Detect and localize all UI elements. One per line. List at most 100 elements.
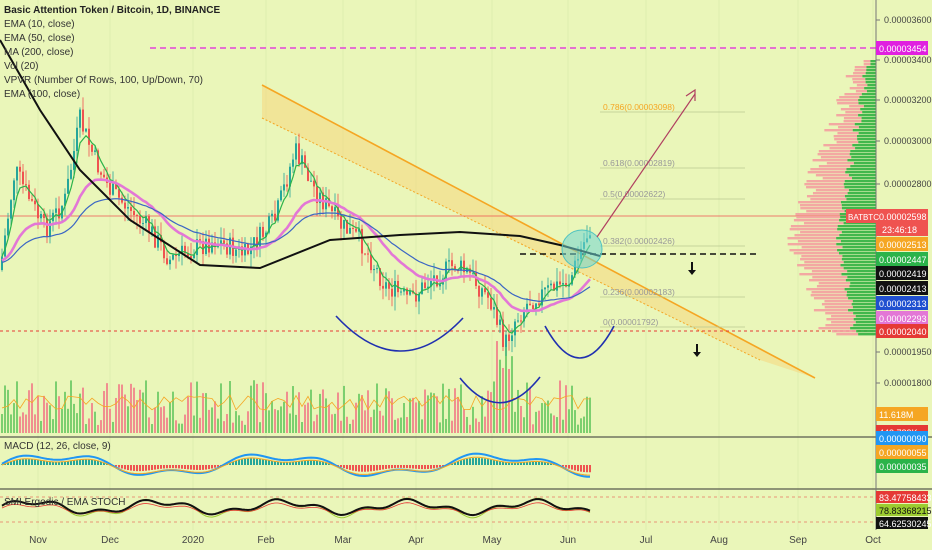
vpvr-bar-up [866,69,876,72]
volume-bar [529,387,531,433]
macd-histogram-bar [514,462,516,465]
vpvr-bar-down [812,159,848,162]
candle-body [136,214,138,216]
vpvr-bar-down [813,297,849,300]
macd-histogram-bar [190,465,192,470]
macd-histogram-bar [565,465,567,468]
vpvr-bar-up [851,303,876,306]
candle-body [511,335,513,341]
fib-label: 0.382(0.00002426) [603,236,675,246]
vpvr-bar-up [847,291,876,294]
target-arrow-line [596,93,696,238]
volume-bar [64,391,66,433]
macd-histogram-bar [370,465,372,472]
vpvr-bar-down [807,171,846,174]
volume-bar [466,416,468,433]
vpvr-bar-up [843,183,876,186]
volume-bar [514,411,516,433]
volume-bar [559,380,561,433]
macd-histogram-bar [232,461,234,465]
volume-bar [154,407,156,433]
macd-histogram-bar [424,465,426,470]
vpvr-bar-down [810,168,847,171]
indicator-ema100[interactable]: EMA (100, close) [4,89,81,100]
macd-histogram-bar [70,460,72,465]
macd-histogram-bar [214,465,216,468]
indicator-vpvr[interactable]: VPVR (Number Of Rows, 100, Up/Down, 70) [4,75,203,86]
price-axis-label: 0.00002800 [884,179,932,189]
vpvr-bar-down [824,306,853,309]
stoch-title[interactable]: SMI Ergodic / EMA STOCH [4,497,126,508]
vpvr-bar-down [840,108,861,111]
macd-histogram-bar [355,465,357,472]
volume-bar [415,402,417,433]
volume-bar [97,424,99,433]
indicator-ema10[interactable]: EMA (10, close) [4,19,75,30]
vpvr-bar-down [809,279,846,282]
vpvr-bar-up [846,294,876,297]
macd-histogram-bar [310,460,312,465]
indicator-volume[interactable]: Vol (20) [4,61,39,72]
candle-body [211,242,213,253]
candle-body [298,143,300,165]
fib-label: 0.786(0.00003098) [603,102,675,112]
macd-histogram-bar [202,465,204,470]
vpvr-bar-down [790,225,838,228]
candle-body [22,171,24,185]
price-label-bg [876,296,928,310]
vpvr-bar-up [858,141,876,144]
vpvr-bar-down [789,249,838,252]
candle-body [505,334,507,347]
candle-body [1,256,3,270]
vpvr-bar-up [840,201,876,204]
volume-bar [589,397,591,433]
candle-body [334,207,336,212]
vpvr-bar-up [852,306,876,309]
indicator-ma200[interactable]: MA (200, close) [4,47,74,58]
candle-body [235,249,237,256]
macd-histogram-bar [61,461,63,465]
macd-histogram-bar [484,458,486,465]
macd-histogram-bar [10,461,12,465]
vpvr-bar-down [836,333,859,336]
macd-histogram-bar [127,465,129,471]
candle-body [181,245,183,254]
macd-histogram-bar [316,460,318,465]
price-label-bg [876,324,928,338]
vpvr-bar-down [833,135,857,138]
volume-bar [373,409,375,433]
wedge-lower-line [261,117,761,361]
stoch-label: 64.62530245 [879,519,932,529]
volume-bar [4,385,6,433]
vpvr-bar-down [845,111,863,114]
candle-body [382,285,384,289]
macd-histogram-bar [457,461,459,465]
time-axis[interactable]: Nov Dec 2020 Feb Mar Apr May Jun Jul Aug Sep Oct [0,531,932,550]
macd-title[interactable]: MACD (12, 26, close, 9) [4,441,111,452]
macd-label-bg [876,431,928,445]
vpvr-bar-down [789,228,838,231]
candle-body [415,293,417,302]
candle-body [379,268,381,286]
volume-bar [412,397,414,433]
macd-histogram-bar [418,465,420,469]
macd-histogram-bar [346,465,348,470]
head-arc [459,376,541,404]
volume-bar [76,413,78,433]
fib-label: 0.236(0.00002183) [603,287,675,297]
macd-histogram-bar [436,465,438,468]
stoch-label-bg [876,504,928,516]
price-axis[interactable]: 0.00003600 0.00003400 0.00003200 0.00003000… [876,15,932,388]
vpvr-bar-down [837,132,859,135]
volume-bar [58,396,60,433]
macd-histogram-bar [478,458,480,465]
volume-bar [13,403,15,433]
volume-bar [229,381,231,433]
candle-body [409,290,411,295]
macd-line [1,452,590,478]
vpvr-bar-down [800,258,842,261]
indicator-ema50[interactable]: EMA (50, close) [4,33,75,44]
smi-line [1,497,591,517]
